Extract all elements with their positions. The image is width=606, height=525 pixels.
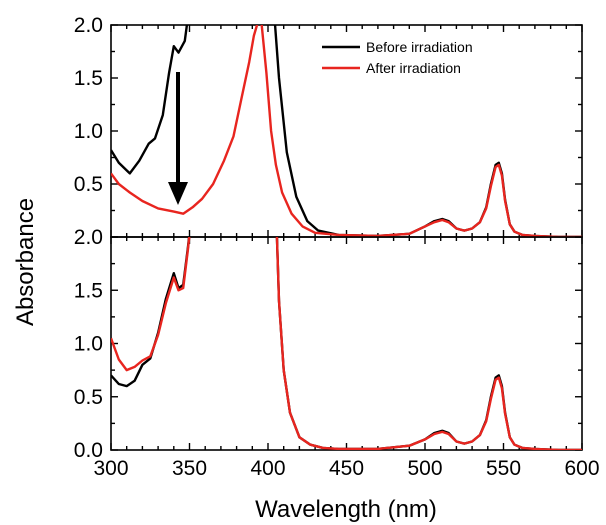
- bottom-ticks: [110, 236, 583, 451]
- x-tick-labels: 300 350 400 450 500 550 600: [93, 457, 599, 480]
- y-tick-label: 2.0: [74, 14, 103, 37]
- top-series-lines: [111, 25, 582, 237]
- x-tick-label: 400: [250, 457, 285, 480]
- legend: Before irradiation After irradiation: [322, 39, 473, 76]
- x-tick-label: 600: [564, 457, 599, 480]
- series-before-irradiation: [111, 25, 582, 237]
- y-tick-label: 0.0: [74, 439, 103, 462]
- y-axis-title: Absorbance: [12, 198, 39, 326]
- x-tick-label: 450: [329, 457, 364, 480]
- x-tick-label: 350: [172, 457, 207, 480]
- y-tick-label: 1.0: [74, 120, 103, 143]
- legend-label-after: After irradiation: [366, 60, 461, 76]
- y-tick-label: 1.5: [74, 67, 103, 90]
- bottom-series-lines: [111, 237, 582, 450]
- x-tick-label: 500: [407, 457, 442, 480]
- x-tick-label: 550: [486, 457, 521, 480]
- top-ticks: [110, 24, 583, 238]
- y-tick-label: 2.0: [74, 226, 103, 249]
- x-axis-title: Wavelength (nm): [255, 496, 437, 523]
- series-after-irradiation: [111, 237, 582, 450]
- top-plot-frame: [110, 24, 583, 238]
- y-tick-label: 1.0: [74, 333, 103, 356]
- legend-label-before: Before irradiation: [366, 39, 473, 55]
- x-tick-label: 300: [93, 457, 128, 480]
- y-tick-label: 0.5: [74, 386, 103, 409]
- decrease-arrow: [168, 72, 188, 205]
- bottom-y-tick-labels: 0.0 0.5 1.0 1.5 2.0: [74, 226, 103, 462]
- series-after-irradiation: [111, 25, 582, 237]
- top-panel: 0.5 1.0 1.5 2.0 Before irradiation After ir…: [74, 14, 583, 238]
- top-y-tick-labels: 0.5 1.0 1.5 2.0: [74, 14, 103, 196]
- bottom-plot-frame: [110, 236, 583, 451]
- y-tick-label: 1.5: [74, 279, 103, 302]
- y-tick-label: 0.5: [74, 173, 103, 196]
- bottom-panel: 0.0 0.5 1.0 1.5 2.0 300 350 400 450 500 550 600: [74, 226, 600, 480]
